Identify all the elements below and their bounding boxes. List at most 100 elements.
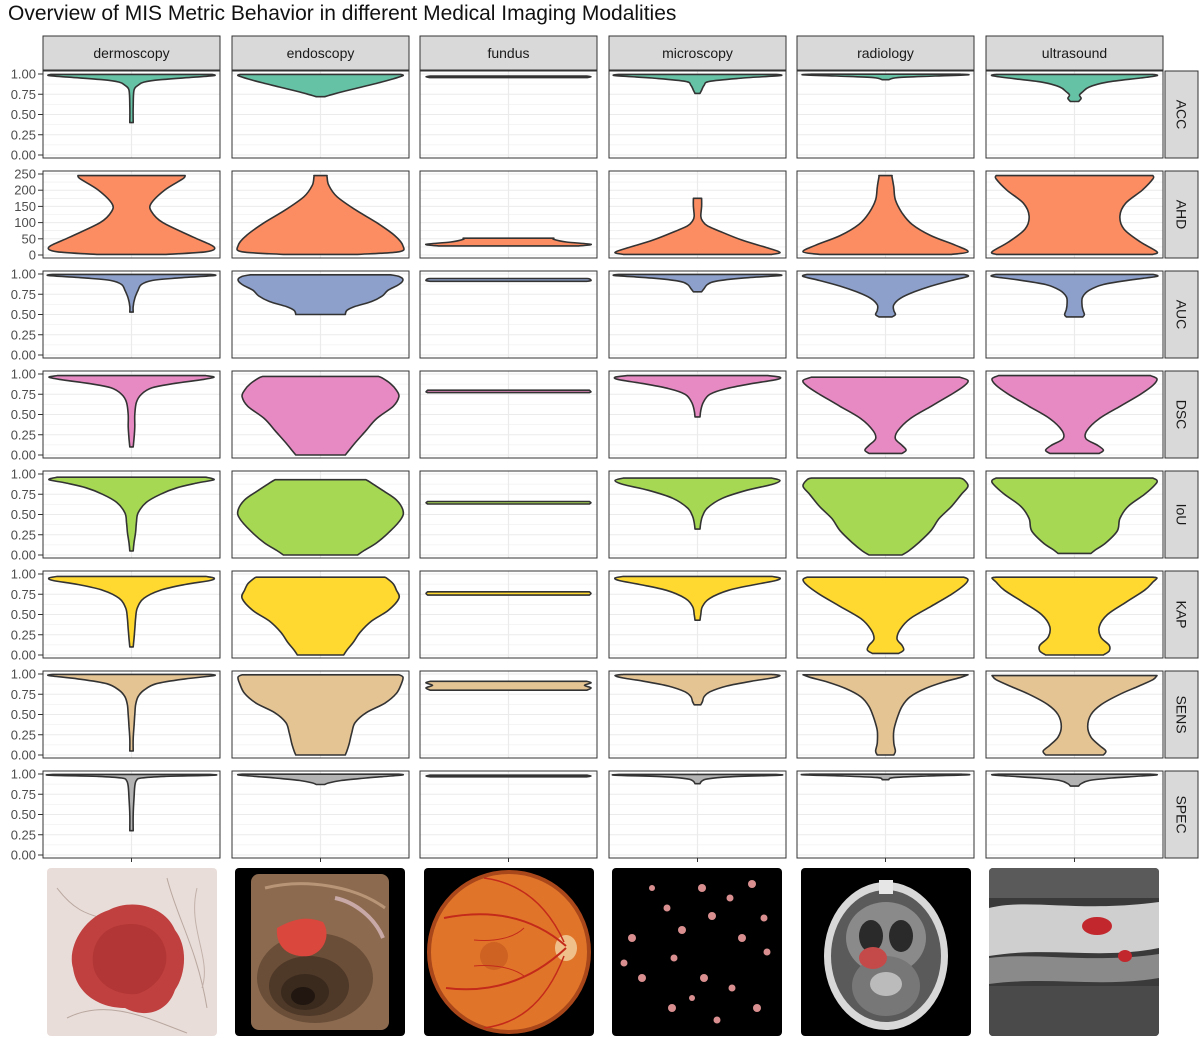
violin-DSC-radiology <box>802 376 969 455</box>
y-tick-label-IoU: 0.75 <box>11 487 36 502</box>
y-tick-label-ACC: 0.75 <box>11 87 36 102</box>
y-tick-label-AUC: 0.25 <box>11 327 36 342</box>
panel-border <box>42 70 221 159</box>
y-tick-label-AHD: 100 <box>14 215 36 230</box>
panel-border <box>796 270 975 359</box>
y-tick-label-AHD: 250 <box>14 167 36 182</box>
row-strip-ACC <box>1164 70 1199 159</box>
y-tick-label-SENS: 0.00 <box>11 748 36 763</box>
panel-border <box>796 570 975 659</box>
fundus-image <box>424 868 594 1036</box>
column-strip-fundus <box>419 35 598 71</box>
panel-border <box>608 170 787 259</box>
panel-border <box>419 370 598 459</box>
violin-SPEC-radiology <box>800 773 971 781</box>
violin-ACC-microscopy <box>612 73 783 95</box>
column-strip-endoscopy <box>231 35 410 71</box>
y-tick-label-KAP: 0.00 <box>11 648 36 663</box>
panel-border <box>419 570 598 659</box>
column-strip-microscopy <box>608 35 787 71</box>
violin-AUC-ultrasound <box>990 273 1159 318</box>
y-tick-label-AHD: 200 <box>14 183 36 198</box>
panel-border <box>796 470 975 559</box>
column-strip-ultrasound <box>985 35 1164 71</box>
panel-border <box>419 170 598 259</box>
violin-SENS-endoscopy <box>237 674 404 756</box>
y-tick-label-SENS: 0.50 <box>11 707 36 722</box>
ultrasound-image <box>989 868 1159 1036</box>
row-strip-label-SPEC: SPEC <box>1174 795 1190 833</box>
column-strip-label-dermoscopy: dermoscopy <box>93 45 169 61</box>
column-strip-dermoscopy <box>42 35 221 71</box>
violin-AHD-fundus <box>425 237 592 247</box>
violin-AUC-fundus <box>425 277 592 283</box>
violin-SENS-radiology <box>802 674 969 756</box>
y-tick-label-ACC: 0.50 <box>11 107 36 122</box>
violin-DSC-ultrasound <box>991 374 1158 455</box>
row-strip-SPEC <box>1164 770 1199 859</box>
panel-border <box>231 570 410 659</box>
violin-IoU-endoscopy <box>236 478 405 556</box>
y-tick-label-AHD: 150 <box>14 199 36 214</box>
y-tick-label-AUC: 0.75 <box>11 287 36 302</box>
panel-border <box>42 470 221 559</box>
panel-border <box>231 670 410 759</box>
panel-border <box>608 470 787 559</box>
violin-KAP-ultrasound <box>991 576 1158 656</box>
panel-border <box>42 570 221 659</box>
violin-SPEC-microscopy <box>611 773 784 785</box>
y-tick-label-KAP: 0.25 <box>11 627 36 642</box>
violin-AHD-dermoscopy <box>47 174 216 256</box>
y-tick-label-ACC: 0.00 <box>11 148 36 163</box>
panel-border <box>231 470 410 559</box>
violin-SENS-ultrasound <box>991 674 1158 756</box>
violin-SENS-dermoscopy <box>47 673 216 752</box>
row-strip-AUC <box>1164 270 1199 359</box>
y-tick-label-AHD: 50 <box>22 231 36 246</box>
violin-KAP-microscopy <box>613 575 782 621</box>
column-strip-radiology <box>796 35 975 71</box>
y-tick-label-AUC: 0.50 <box>11 307 36 322</box>
row-strip-label-DSC: DSC <box>1174 400 1190 430</box>
panel-border <box>608 270 787 359</box>
y-tick-label-IoU: 1.00 <box>11 467 36 482</box>
violin-AHD-radiology <box>802 174 969 256</box>
y-tick-label-AUC: 1.00 <box>11 267 36 282</box>
violin-ACC-dermoscopy <box>47 73 216 124</box>
panel-border <box>985 370 1164 459</box>
violin-IoU-microscopy <box>614 477 781 530</box>
panel-border <box>419 270 598 359</box>
row-strip-label-KAP: KAP <box>1174 600 1190 628</box>
violin-AHD-ultrasound <box>990 174 1159 256</box>
panel-border <box>985 170 1164 259</box>
violin-SPEC-fundus <box>425 774 592 778</box>
panel-border <box>231 70 410 159</box>
y-tick-label-DSC: 1.00 <box>11 367 36 382</box>
y-tick-label-DSC: 0.50 <box>11 407 36 422</box>
violin-AUC-endoscopy <box>237 274 404 316</box>
y-tick-label-IoU: 0.50 <box>11 507 36 522</box>
y-tick-label-DSC: 0.25 <box>11 427 36 442</box>
violin-ACC-fundus <box>425 75 592 79</box>
row-strip-SENS <box>1164 670 1199 759</box>
row-strip-label-IoU: IoU <box>1174 504 1190 526</box>
panel-border <box>231 370 410 459</box>
panel-border <box>985 270 1164 359</box>
y-tick-label-AHD: 0 <box>29 248 36 263</box>
row-strip-label-AHD: AHD <box>1174 200 1190 230</box>
column-strip-label-radiology: radiology <box>857 45 914 61</box>
row-strip-AHD <box>1164 170 1199 259</box>
violin-SPEC-endoscopy <box>236 773 405 786</box>
page-title: Overview of MIS Metric Behavior in diffe… <box>8 2 677 25</box>
dermoscopy-image <box>47 868 217 1036</box>
violin-ACC-ultrasound <box>990 73 1159 103</box>
panel-border <box>42 170 221 259</box>
y-tick-label-SPEC: 1.00 <box>11 767 36 782</box>
violin-KAP-radiology <box>802 576 969 655</box>
row-strip-IoU <box>1164 470 1199 559</box>
violin-AHD-microscopy <box>614 197 781 256</box>
column-strip-label-microscopy: microscopy <box>662 45 733 61</box>
y-tick-label-AUC: 0.00 <box>11 348 36 363</box>
panel-border <box>419 670 598 759</box>
row-strip-DSC <box>1164 370 1199 459</box>
